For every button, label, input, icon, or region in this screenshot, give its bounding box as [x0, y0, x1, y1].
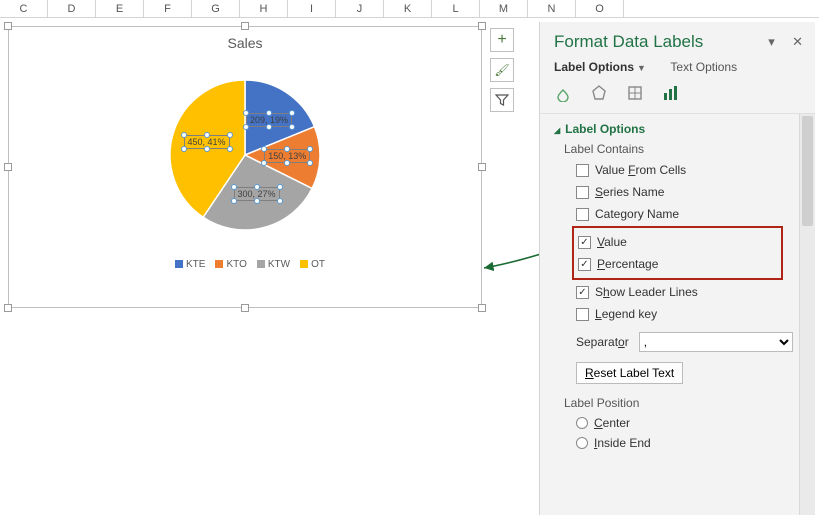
- checkbox-percentage[interactable]: Percentage: [578, 254, 781, 274]
- separator-select[interactable]: ,: [639, 332, 793, 352]
- column-header[interactable]: L: [432, 0, 480, 17]
- panel-close-icon[interactable]: ✕: [792, 34, 803, 49]
- column-headers: CDEFGHIJKLMNO: [0, 0, 819, 18]
- chart-elements-button[interactable]: +: [490, 28, 514, 52]
- resize-handle[interactable]: [478, 22, 486, 30]
- legend-item[interactable]: KTE: [186, 259, 205, 270]
- column-header[interactable]: C: [0, 0, 48, 17]
- tab-label-options[interactable]: Label Options: [554, 60, 634, 74]
- label-position-heading: Label Position: [564, 396, 793, 410]
- chart-options-icon[interactable]: [662, 84, 680, 105]
- data-label[interactable]: 209, 19%: [246, 113, 292, 127]
- column-header[interactable]: N: [528, 0, 576, 17]
- checkbox-value-from-cells[interactable]: Value From Cells: [576, 160, 793, 180]
- resize-handle[interactable]: [4, 163, 12, 171]
- label-contains-heading: Label Contains: [564, 142, 793, 156]
- panel-title: Format Data Labels: [554, 32, 703, 52]
- resize-handle[interactable]: [4, 22, 12, 30]
- resize-handle[interactable]: [478, 163, 486, 171]
- effects-icon[interactable]: [590, 84, 608, 105]
- column-header[interactable]: E: [96, 0, 144, 17]
- data-label[interactable]: 300, 27%: [234, 187, 280, 201]
- chart-filter-button[interactable]: [490, 88, 514, 112]
- column-header[interactable]: H: [240, 0, 288, 17]
- chart-title[interactable]: Sales: [9, 35, 481, 51]
- column-header[interactable]: J: [336, 0, 384, 17]
- chart-side-buttons: + 🖌: [490, 28, 514, 112]
- chart-legend[interactable]: KTE KTO KTW OT: [9, 259, 481, 270]
- data-label[interactable]: 150, 13%: [264, 149, 310, 163]
- chart-styles-button[interactable]: 🖌: [490, 58, 514, 82]
- data-label[interactable]: 450, 41%: [184, 135, 230, 149]
- section-label-options[interactable]: Label Options: [554, 122, 793, 136]
- legend-item[interactable]: OT: [311, 259, 325, 270]
- column-header[interactable]: I: [288, 0, 336, 17]
- separator-label: Separator: [576, 335, 629, 349]
- column-header[interactable]: K: [384, 0, 432, 17]
- radio-inside-end[interactable]: Inside End: [576, 434, 793, 452]
- tab-text-options[interactable]: Text Options: [670, 60, 737, 74]
- column-header[interactable]: G: [192, 0, 240, 17]
- radio-center[interactable]: Center: [576, 414, 793, 432]
- panel-menu-icon[interactable]: ▾: [768, 34, 775, 49]
- plus-icon: +: [497, 31, 506, 49]
- checkbox-value[interactable]: Value: [578, 232, 781, 252]
- resize-handle[interactable]: [4, 304, 12, 312]
- column-header[interactable]: F: [144, 0, 192, 17]
- legend-item[interactable]: KTW: [268, 259, 290, 270]
- brush-icon: 🖌: [494, 63, 509, 77]
- checkbox-series-name[interactable]: Series Name: [576, 182, 793, 202]
- column-header[interactable]: O: [576, 0, 624, 17]
- column-header[interactable]: M: [480, 0, 528, 17]
- checkbox-legend-key[interactable]: Legend key: [576, 304, 793, 324]
- size-icon[interactable]: [626, 84, 644, 105]
- resize-handle[interactable]: [478, 304, 486, 312]
- annotation-highlight: Value Percentage: [572, 226, 783, 280]
- column-header[interactable]: D: [48, 0, 96, 17]
- fill-icon[interactable]: [554, 84, 572, 105]
- checkbox-category-name[interactable]: Category Name: [576, 204, 793, 224]
- legend-item[interactable]: KTO: [226, 259, 246, 270]
- checkbox-leader-lines[interactable]: Show Leader Lines: [576, 282, 793, 302]
- reset-label-text-button[interactable]: Reset Label Text: [576, 362, 683, 384]
- panel-scrollbar[interactable]: [799, 114, 815, 515]
- resize-handle[interactable]: [241, 22, 249, 30]
- pie-chart[interactable]: 209, 19% 150, 13% 300, 27% 450, 41%: [145, 55, 345, 255]
- chart-container[interactable]: Sales 209, 19% 150, 13% 300, 27% 450, 41% K…: [8, 26, 482, 308]
- resize-handle[interactable]: [241, 304, 249, 312]
- format-pane: Format Data Labels ▾ ✕ Label Options▼ Te…: [539, 22, 815, 515]
